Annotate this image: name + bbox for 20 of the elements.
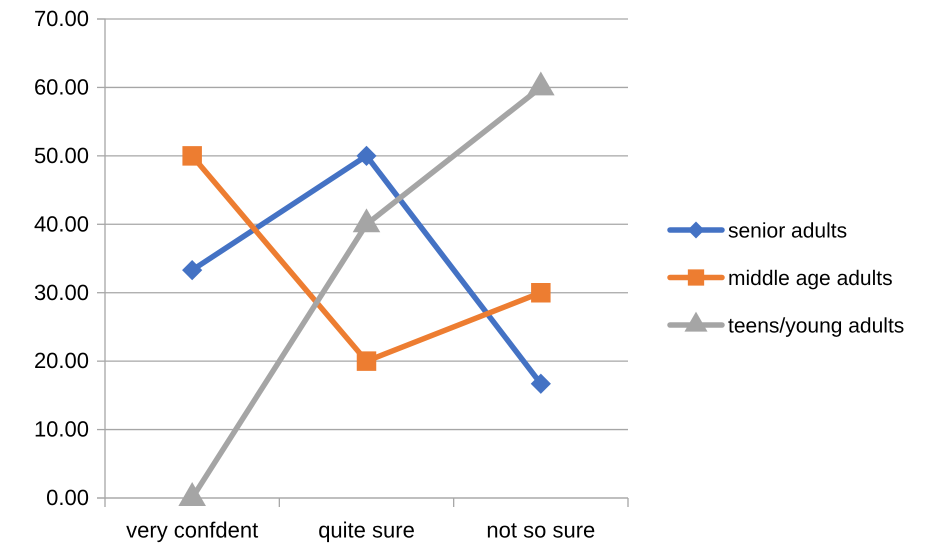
point — [531, 282, 551, 302]
point — [182, 146, 202, 166]
x-tick-label: quite sure — [318, 518, 415, 543]
y-tick-label: 0.00 — [46, 485, 89, 510]
y-tick-label: 70.00 — [34, 6, 89, 32]
point — [530, 374, 551, 394]
y-tick-label: 40.00 — [34, 211, 89, 236]
y-tick-label: 30.00 — [34, 280, 89, 305]
y-tick-label: 60.00 — [34, 74, 89, 100]
point — [356, 351, 376, 371]
legend-label: middle age adults — [728, 266, 893, 290]
x-tick-label: very confdent — [126, 518, 258, 543]
legend-label: teens/young adults — [728, 314, 904, 338]
y-tick-label: 50.00 — [34, 142, 89, 168]
x-tick-label: not so sure — [486, 518, 596, 543]
legend-label: senior adults — [728, 219, 848, 242]
y-tick-label: 20.00 — [34, 348, 89, 374]
point — [356, 146, 377, 166]
y-tick-label: 10.00 — [34, 416, 89, 442]
point — [182, 260, 202, 280]
